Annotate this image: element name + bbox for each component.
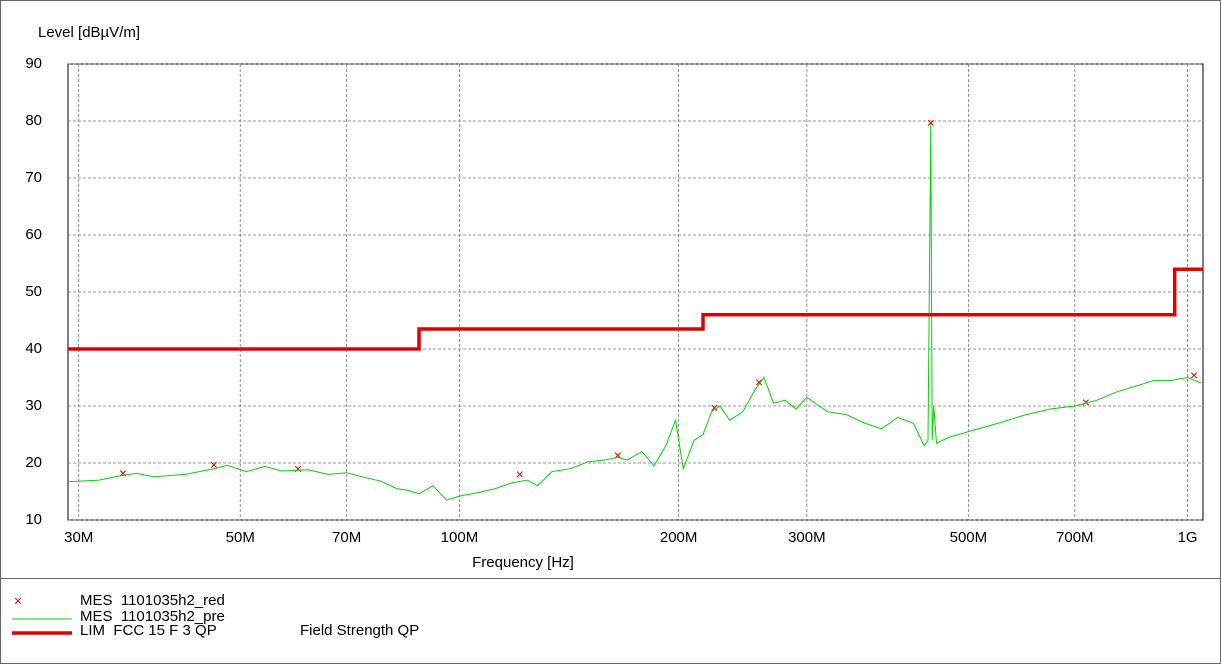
x-axis-label: Frequency [Hz] (472, 554, 574, 571)
x-tick-label: 1G (1178, 529, 1198, 546)
legend-note: Field Strength QP (300, 622, 419, 639)
y-tick-label: 20 (25, 454, 42, 471)
x-tick-label: 50M (226, 529, 255, 546)
x-tick-label: 70M (332, 529, 361, 546)
marker: × (210, 457, 218, 473)
marker: × (755, 374, 763, 390)
marker: × (614, 447, 622, 463)
y-tick-label: 10 (25, 511, 42, 528)
marker: × (516, 466, 524, 482)
marker: × (294, 461, 302, 477)
legend-symbol: × (14, 593, 22, 609)
x-tick-label: 200M (660, 529, 698, 546)
marker: × (1082, 394, 1090, 410)
series-line (67, 123, 1202, 501)
y-tick-label: 70 (25, 169, 42, 186)
x-tick-label: 700M (1056, 529, 1094, 546)
x-tick-label: 30M (64, 529, 93, 546)
y-tick-label: 60 (25, 226, 42, 243)
x-tick-label: 300M (788, 529, 826, 546)
legend-label: MES 1101035h2_pre (80, 608, 225, 625)
marker: × (1190, 367, 1198, 383)
x-tick-label: 500M (950, 529, 988, 546)
marker: × (119, 465, 127, 481)
y-tick-label: 40 (25, 340, 42, 357)
legend-label: MES 1101035h2_red (80, 592, 225, 609)
y-tick-label: 90 (25, 55, 42, 72)
y-axis-label: Level [dBµV/m] (38, 24, 140, 41)
y-tick-label: 50 (25, 283, 42, 300)
marker: × (710, 400, 718, 416)
marker: × (927, 115, 935, 131)
y-tick-label: 30 (25, 397, 42, 414)
legend-label: LIM FCC 15 F 3 QP (80, 622, 217, 639)
series-line (68, 267, 1203, 351)
x-tick-label: 100M (441, 529, 479, 546)
y-tick-label: 80 (25, 112, 42, 129)
